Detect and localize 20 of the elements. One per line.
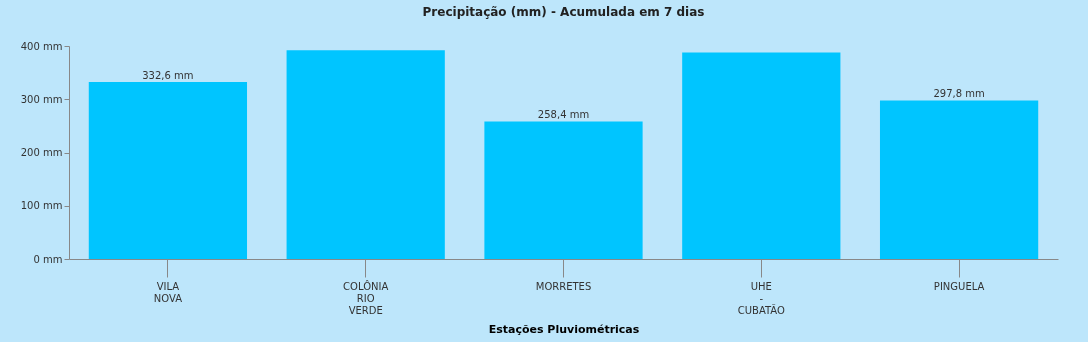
- x-axis-title: Estações Pluviométricas: [488, 322, 640, 336]
- x-tick-label: MORRETES: [535, 280, 592, 292]
- x-tick-label: COLÔNIA RIO VERDE: [343, 279, 389, 316]
- y-tick-label: 0 mm: [33, 253, 63, 265]
- x-tick-label: UHE - CUBATÃO: [737, 280, 785, 316]
- data-label: 258,4 mm: [537, 109, 590, 121]
- y-tick-label: 200 mm: [20, 147, 63, 158]
- y-tick-label: 400 mm: [20, 40, 63, 52]
- bar: [879, 100, 1039, 259]
- y-tick-label: 300 mm: [20, 93, 63, 105]
- data-label: 332,6 mm: [142, 69, 194, 81]
- bar: [286, 50, 445, 259]
- data-label: 297,8 mm: [933, 88, 985, 100]
- x-tick-label: VILA NOVA: [153, 280, 183, 304]
- bar: [484, 121, 643, 259]
- x-tick-label: PINGUELA: [933, 280, 985, 292]
- bar: [88, 81, 248, 259]
- bar: [682, 52, 841, 259]
- chart-title: Precipitação (mm) - Acumulada em 7 dias: [422, 5, 705, 20]
- y-tick-label: 100 mm: [20, 200, 63, 212]
